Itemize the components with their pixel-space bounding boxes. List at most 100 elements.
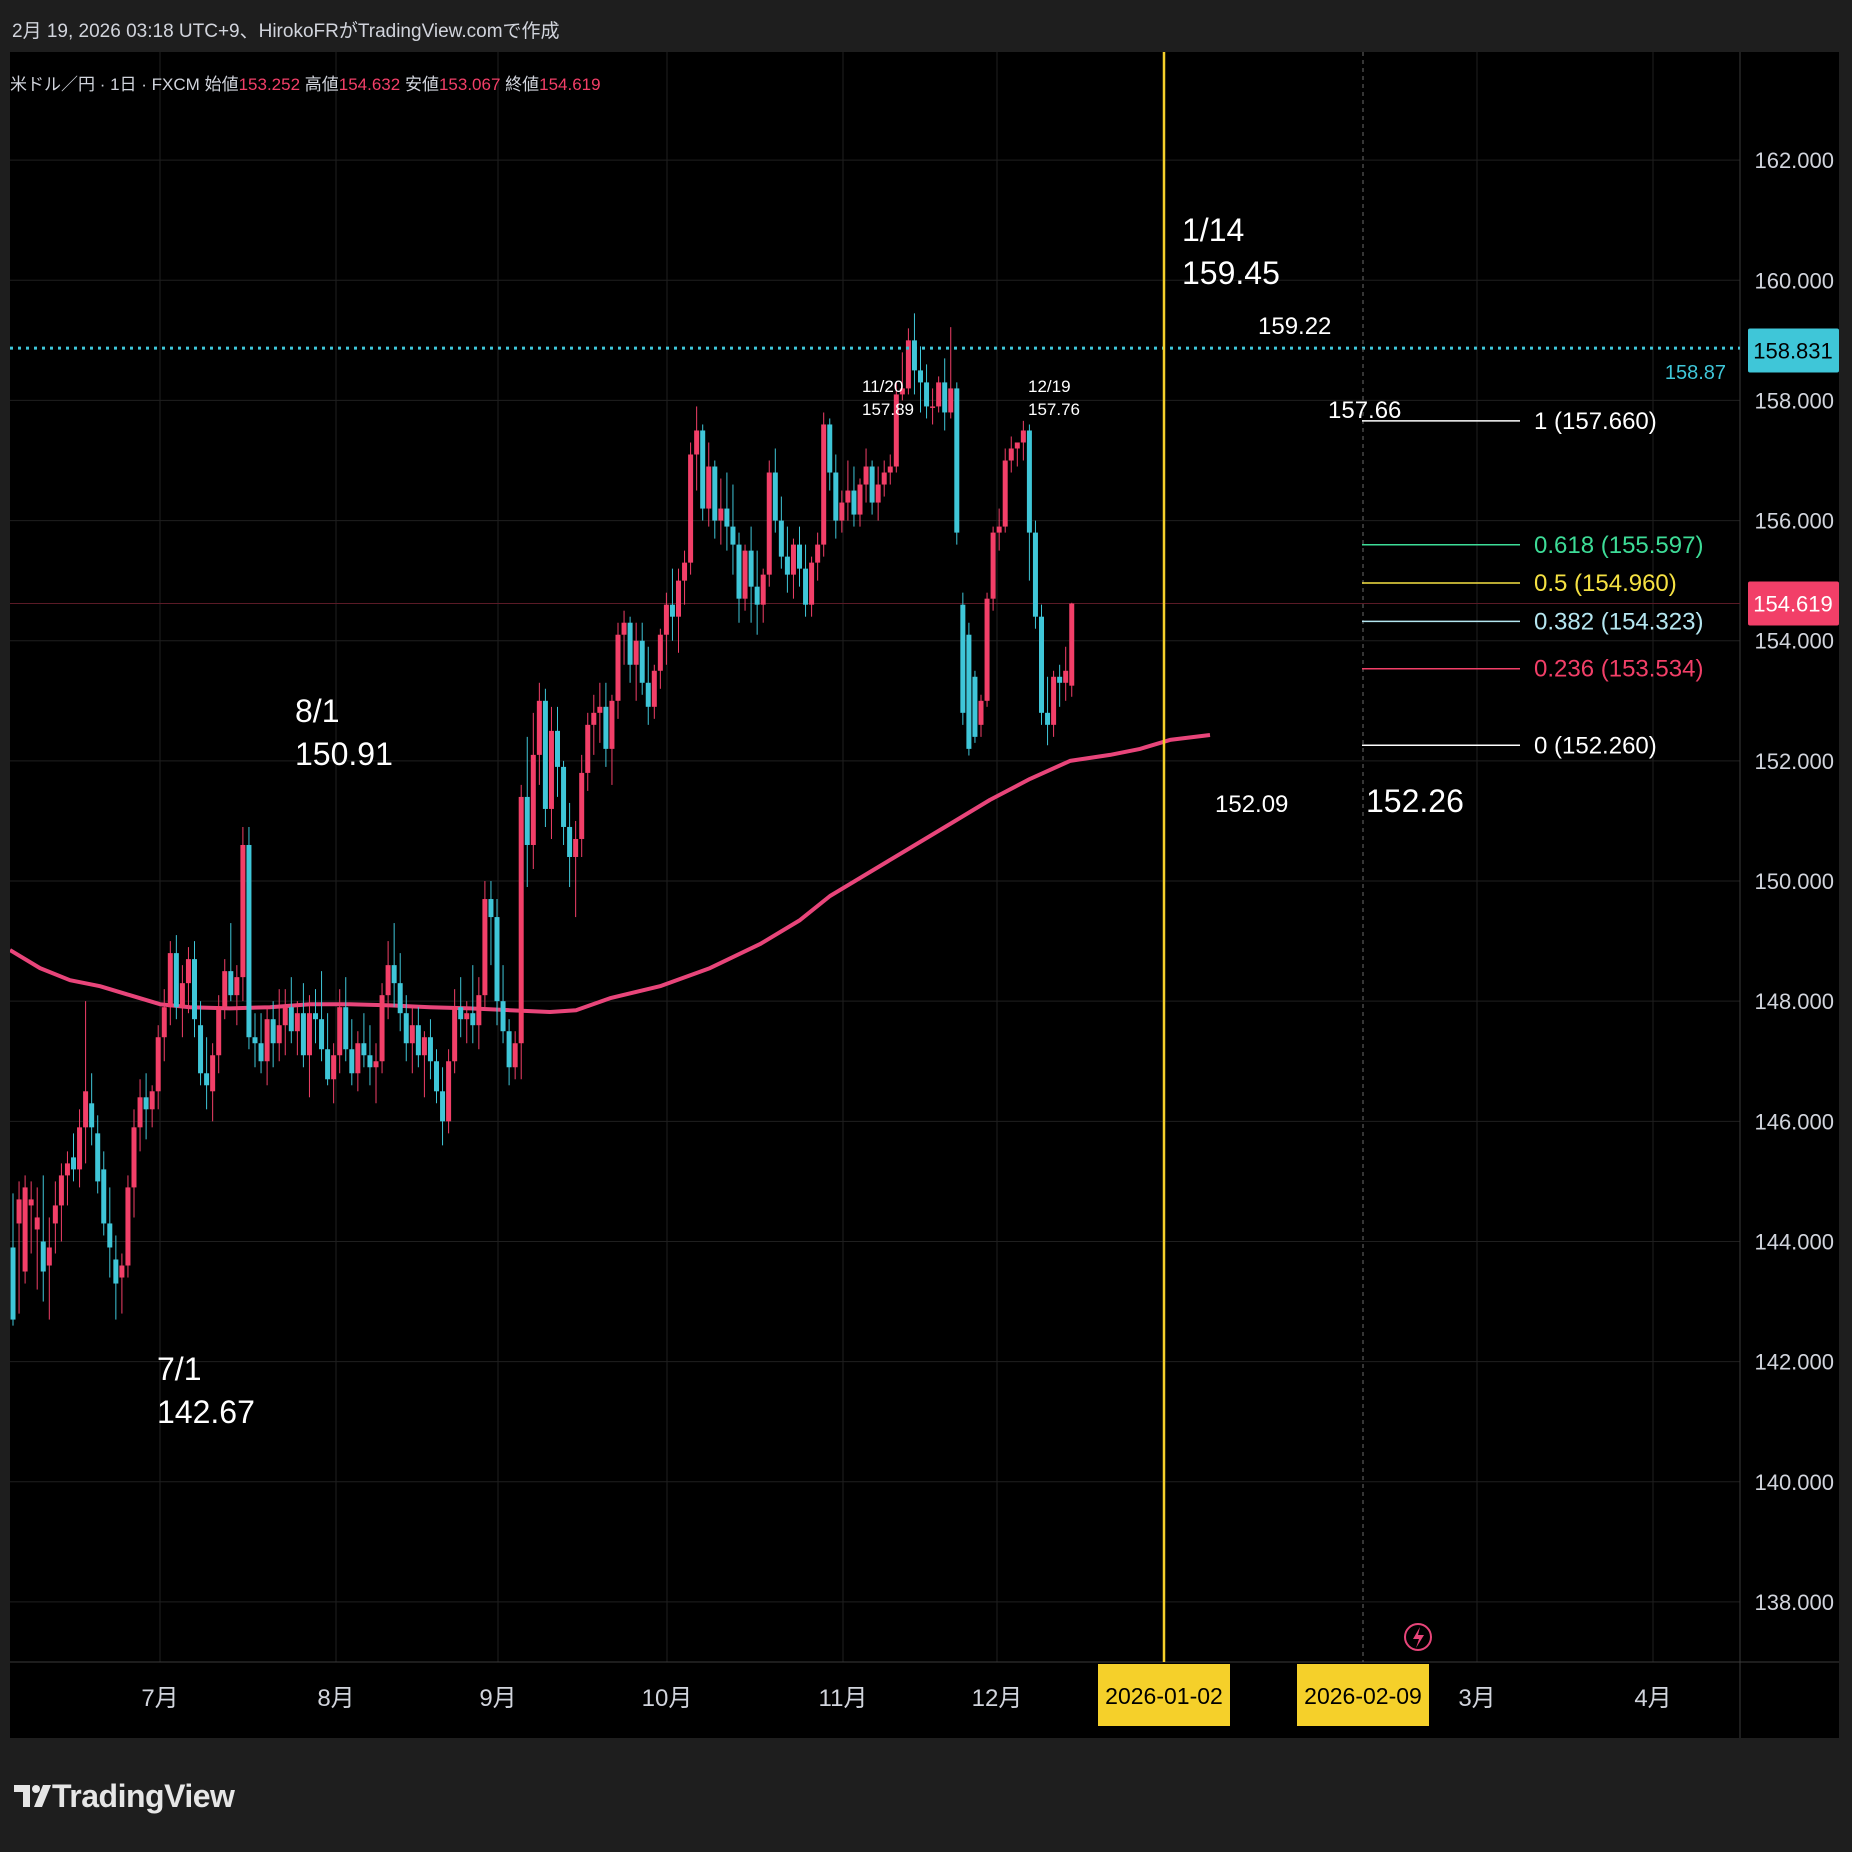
symbol-name[interactable]: 米ドル／円 · 1日 · FXCM <box>10 75 200 94</box>
x-tick-label: 8月 <box>317 1685 354 1712</box>
top-bar: 2月 19, 2026 03:18 UTC+9、HirokoFRがTrading… <box>0 0 1852 52</box>
candle-body <box>651 670 657 707</box>
candle-body <box>319 1019 325 1050</box>
candle-body <box>639 640 645 683</box>
candle-body <box>300 1013 306 1056</box>
candle-body <box>542 700 548 809</box>
candle-body <box>258 1043 264 1062</box>
candle-body <box>149 1091 155 1110</box>
candle-body <box>797 544 802 569</box>
y-tick-label: 150.000 <box>1754 869 1834 894</box>
candle-body <box>627 622 633 665</box>
time-axis-date-badge <box>1297 1664 1429 1726</box>
candle-body <box>470 1013 476 1026</box>
candle-body <box>204 1073 210 1086</box>
candle-body <box>409 1025 415 1044</box>
y-tick-label: 146.000 <box>1754 1109 1834 1134</box>
candle-body <box>524 796 530 845</box>
annotation-7-1-date: 7/1 <box>157 1351 201 1387</box>
candle-body <box>803 568 809 605</box>
candle-body <box>95 1133 101 1182</box>
candle-body <box>64 1163 70 1176</box>
price-badge-label: 154.619 <box>1753 592 1833 617</box>
candle-body <box>434 1061 439 1092</box>
candle-body <box>918 370 923 383</box>
candle-body <box>790 544 796 575</box>
candle-body <box>1026 430 1032 533</box>
candle-body <box>809 562 815 605</box>
candle-body <box>621 622 627 635</box>
candle-body <box>730 526 736 545</box>
candle-body <box>772 472 778 521</box>
candle-body <box>355 1043 361 1074</box>
candle-body <box>22 1187 28 1272</box>
annotation-8-1-date: 8/1 <box>295 693 339 729</box>
candle-body <box>742 550 748 599</box>
candle-body <box>16 1199 22 1224</box>
candle-body <box>1045 712 1051 725</box>
candle-body <box>155 1037 161 1092</box>
y-tick-label: 160.000 <box>1754 268 1834 293</box>
candle-body <box>331 1055 337 1080</box>
candle-body <box>101 1169 107 1224</box>
candle-body <box>276 1025 282 1044</box>
lightning-bolt-glyph <box>1413 1627 1424 1648</box>
candle-body <box>361 1043 367 1056</box>
candle-body <box>113 1259 119 1284</box>
candle-body <box>875 484 881 503</box>
candle-body <box>536 700 542 755</box>
open-label: 始値 <box>204 75 239 94</box>
candle-body <box>754 586 760 605</box>
low-label: 安値 <box>404 75 439 94</box>
candle-body <box>458 1007 464 1020</box>
candle-body <box>228 971 234 996</box>
open-value: 153.252 <box>238 75 301 94</box>
candle-body <box>1008 448 1014 461</box>
candle-body <box>71 1157 76 1170</box>
candle-body <box>210 1055 216 1092</box>
annotation-157-66: 157.66 <box>1328 397 1401 424</box>
fib-level-label: 0.382 (154.323) <box>1534 608 1703 635</box>
alert-lightning-icon[interactable] <box>1404 1623 1432 1651</box>
tradingview-logo[interactable]: TradingView <box>12 1776 235 1816</box>
candle-body <box>1051 676 1057 725</box>
candle-body <box>585 724 591 773</box>
candle-body <box>911 340 917 371</box>
symbol-legend: 米ドル／円 · 1日 · FXCM 始値153.252 高値154.632 安値… <box>10 70 601 95</box>
candle-body <box>573 838 579 857</box>
candle-body <box>966 634 972 749</box>
candle-body <box>446 1061 452 1122</box>
candle-body <box>972 676 978 737</box>
annotation-8-1-price: 150.91 <box>295 736 393 772</box>
candle-body <box>161 1007 167 1038</box>
candle-body <box>343 1007 349 1050</box>
candle-body <box>700 430 706 509</box>
candle-body <box>1002 460 1008 527</box>
candle-body <box>427 1037 433 1062</box>
chart-frame[interactable]: 138.000 140.000 142.000 144.000 146.000 148.0… <box>10 52 1839 1738</box>
candle-body <box>52 1205 58 1224</box>
tradingview-logo-text: TradingView <box>52 1777 235 1814</box>
price-badge <box>1748 581 1839 626</box>
candle-body <box>452 1007 458 1062</box>
candle-body <box>397 983 403 1014</box>
candle-body <box>1032 532 1038 617</box>
y-tick-label: 142.000 <box>1754 1350 1834 1375</box>
candle-body <box>28 1199 34 1206</box>
annotation-11-20-date: 11/20 <box>862 377 903 396</box>
close-label: 終値 <box>505 75 540 94</box>
price-chart[interactable]: 138.000 140.000 142.000 144.000 146.000 148.0… <box>10 52 1839 1738</box>
candle-body <box>40 1241 46 1272</box>
candle-body <box>337 1007 343 1056</box>
tradingview-logo-icon <box>14 1785 51 1807</box>
candle-body <box>778 520 784 557</box>
candle-body <box>784 556 790 575</box>
fib-level-label: 0.618 (155.597) <box>1534 532 1703 559</box>
y-tick-label: 144.000 <box>1754 1229 1834 1254</box>
y-tick-label: 158.000 <box>1754 388 1834 413</box>
candle-body <box>869 466 875 503</box>
candle-body <box>833 472 839 521</box>
candle-body <box>548 730 554 809</box>
candle-body <box>313 1013 318 1020</box>
candle-body <box>282 1007 288 1026</box>
